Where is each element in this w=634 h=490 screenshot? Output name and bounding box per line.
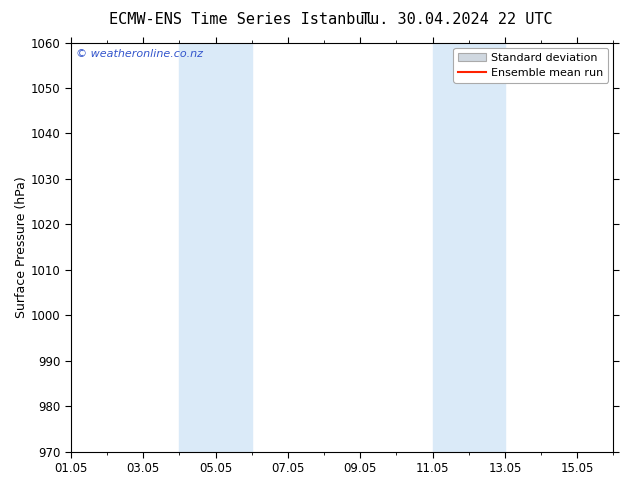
Bar	[432, 43, 505, 452]
Y-axis label: Surface Pressure (hPa): Surface Pressure (hPa)	[15, 176, 28, 318]
Text: Tu. 30.04.2024 22 UTC: Tu. 30.04.2024 22 UTC	[361, 12, 552, 27]
Bar	[179, 43, 252, 452]
Text: ECMW-ENS Time Series Istanbul: ECMW-ENS Time Series Istanbul	[108, 12, 373, 27]
Text: © weatheronline.co.nz: © weatheronline.co.nz	[76, 49, 204, 59]
Legend: Standard deviation, Ensemble mean run: Standard deviation, Ensemble mean run	[453, 48, 608, 83]
